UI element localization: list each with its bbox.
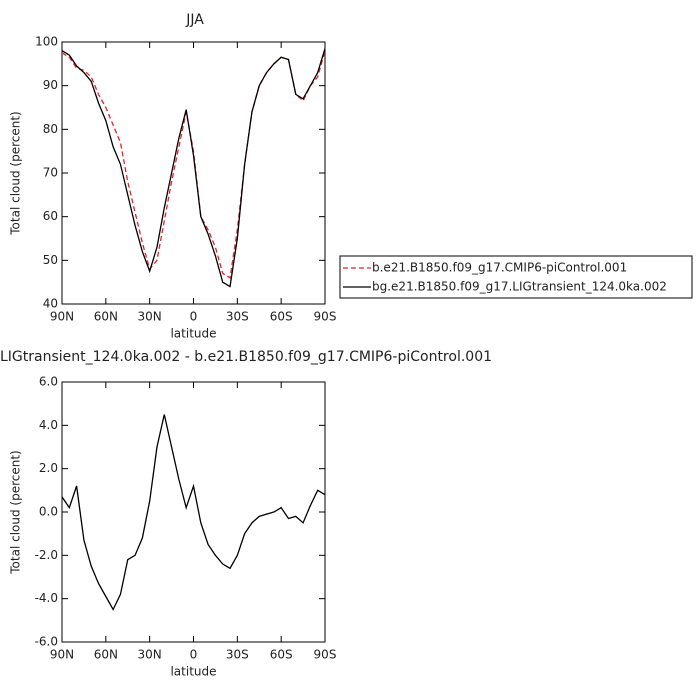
x-tick-label: 90S <box>314 648 337 662</box>
y-tick-label: -2.0 <box>35 548 58 562</box>
x-tick-label: 30S <box>226 310 249 324</box>
x-tick-label: 30S <box>226 648 249 662</box>
y-tick-label: 100 <box>35 35 58 49</box>
x-axis-label: latitude <box>170 665 216 679</box>
legend-box <box>339 255 693 299</box>
plot-frame <box>61 41 326 305</box>
y-tick-label: -6.0 <box>35 635 58 649</box>
y-axis-label: Total cloud (percent) <box>9 450 23 574</box>
x-tick-label: 90N <box>50 648 74 662</box>
y-tick-label: 2.0 <box>39 461 58 475</box>
x-axis-label: latitude <box>170 327 216 341</box>
chart-title: LIGtransient_124.0ka.002 - b.e21.B1850.f… <box>0 349 492 365</box>
y-tick-label: 70 <box>43 166 58 180</box>
y-tick-label: 4.0 <box>39 418 58 432</box>
x-tick-label: 90N <box>50 310 74 324</box>
x-tick-label: 0 <box>190 648 198 662</box>
plot-frame <box>61 381 326 643</box>
x-tick-label: 60N <box>94 310 118 324</box>
x-tick-label: 30N <box>138 310 162 324</box>
x-tick-label: 0 <box>190 310 198 324</box>
x-tick-label: 30N <box>138 648 162 662</box>
x-tick-label: 90S <box>314 310 337 324</box>
y-tick-label: 40 <box>43 297 58 311</box>
y-tick-label: 60 <box>43 209 58 223</box>
y-tick-label: 0.0 <box>39 505 58 519</box>
x-tick-label: 60S <box>270 648 293 662</box>
series-line <box>61 414 326 611</box>
y-tick-label: 50 <box>43 253 58 267</box>
series-line <box>61 50 326 279</box>
chart-title: JJA <box>185 12 204 28</box>
y-tick-label: -4.0 <box>35 591 58 605</box>
y-axis-label: Total cloud (percent) <box>9 111 23 235</box>
x-tick-label: 60N <box>94 648 118 662</box>
legend-label: b.e21.B1850.f09_g17.CMIP6-piControl.001 <box>372 261 627 275</box>
x-tick-label: 60S <box>270 310 293 324</box>
y-tick-label: 90 <box>43 78 58 92</box>
series-line <box>61 48 326 288</box>
y-tick-label: 6.0 <box>39 375 58 389</box>
y-tick-label: 80 <box>43 122 58 136</box>
legend-label: bg.e21.B1850.f09_g17.LIGtransient_124.0k… <box>372 280 667 294</box>
